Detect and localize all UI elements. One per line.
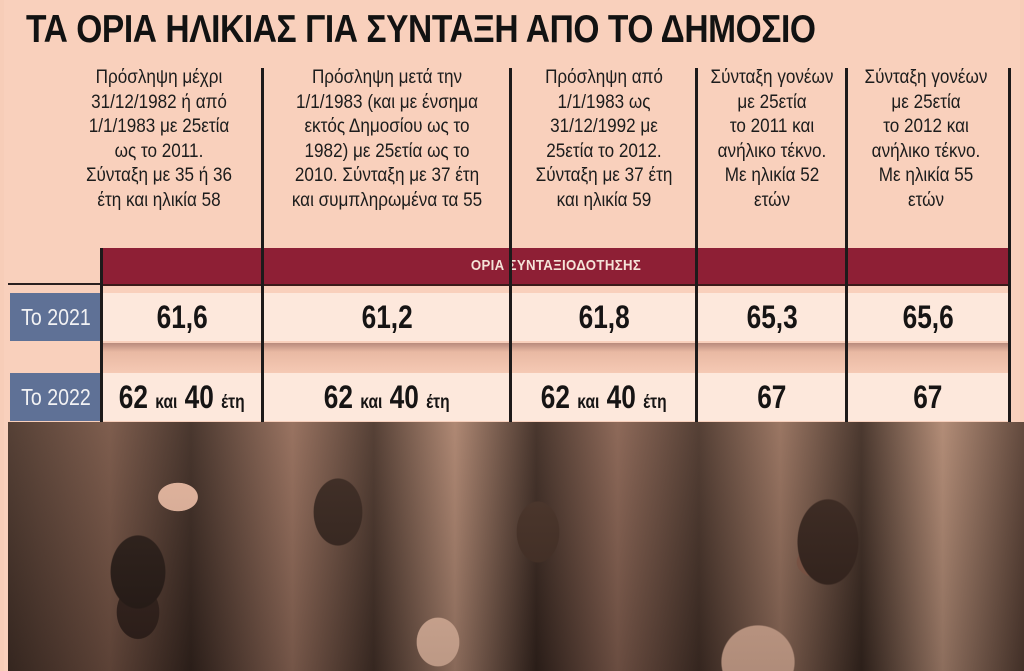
cell-2022-col2: 62 και 40 έτη xyxy=(324,378,450,415)
cell-2021-col1: 61,6 xyxy=(156,298,208,335)
cell-2022-col3: 62 και 40 έτη xyxy=(541,378,667,415)
cell-2021-col2: 61,2 xyxy=(361,298,413,335)
column-header-4: Σύνταξη γονέων με 25ετία το 2011 και ανή… xyxy=(710,67,834,211)
cell-2021-col5: 65,6 xyxy=(902,298,954,335)
band-label: ΟΡΙΑ ΣΥΝΤΑΞΙΟΔΟΤΗΣΗΣ xyxy=(470,257,642,274)
cell-2022-col1: 62 και 40 έτη xyxy=(119,378,245,415)
crowd-masks-photo xyxy=(8,422,1024,671)
column-divider xyxy=(695,68,698,422)
row-label-2021: Το 2021 xyxy=(10,293,102,341)
photo-tint xyxy=(8,422,1024,671)
column-divider xyxy=(261,68,264,422)
cell-2021-col3: 61,8 xyxy=(578,298,630,335)
cell-2021-col4: 65,3 xyxy=(746,298,798,335)
column-divider xyxy=(100,248,103,422)
column-divider xyxy=(845,68,848,422)
column-header-2: Πρόσληψη μετά την 1/1/1983 (και με ένσημ… xyxy=(291,67,483,211)
column-header-3: Πρόσληψη από 1/1/1983 ως 31/12/1992 με 2… xyxy=(535,67,673,211)
column-header-5: Σύνταξη γονέων με 25ετία το 2012 και ανή… xyxy=(864,67,988,211)
row-label-2022: Το 2022 xyxy=(10,373,102,421)
row-2021 xyxy=(102,293,1010,341)
divider xyxy=(8,283,102,285)
column-divider xyxy=(509,68,512,422)
column-header-1: Πρόσληψη μέχρι 31/12/1982 ή από 1/1/1983… xyxy=(85,67,233,211)
cell-2022-col4: 67 xyxy=(757,378,787,415)
column-divider xyxy=(1008,68,1011,422)
cell-2022-col5: 67 xyxy=(913,378,943,415)
row-separator xyxy=(102,343,1010,373)
row-2022 xyxy=(102,373,1010,421)
pension-limits-band: ΟΡΙΑ ΣΥΝΤΑΞΙΟΔΟΤΗΣΗΣ xyxy=(102,248,1010,286)
page-title: ΤΑ ΟΡΙΑ ΗΛΙΚΙΑΣ ΓΙΑ ΣΥΝΤΑΞΗ ΑΠΟ ΤΟ ΔΗΜΟΣ… xyxy=(26,8,816,51)
infographic: ΤΑ ΟΡΙΑ ΗΛΙΚΙΑΣ ΓΙΑ ΣΥΝΤΑΞΗ ΑΠΟ ΤΟ ΔΗΜΟΣ… xyxy=(4,0,1024,671)
